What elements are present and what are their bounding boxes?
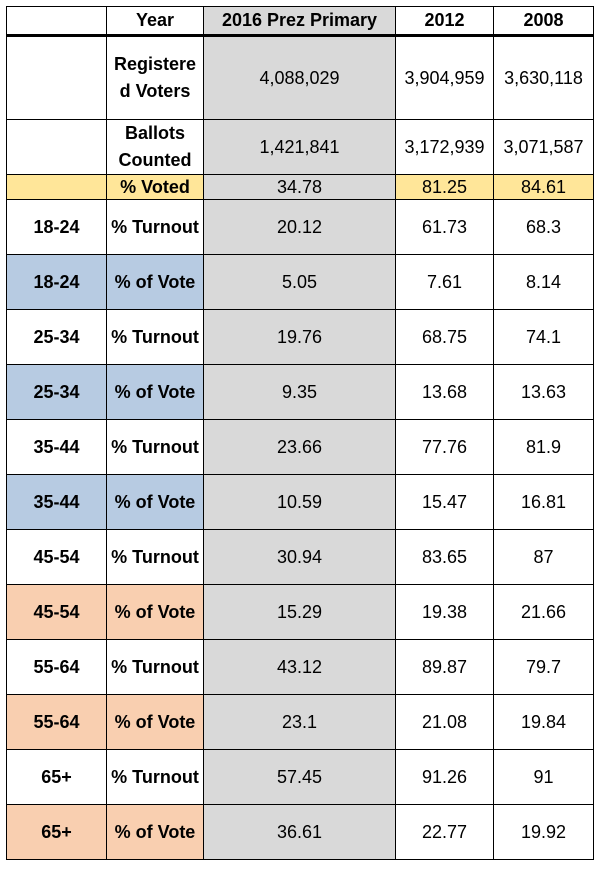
group-cell: 65+: [6, 804, 107, 860]
table-row-65-plus-vote: 65+ % of Vote 36.61 22.77 19.92: [6, 804, 594, 860]
group-cell: 18-24: [6, 254, 107, 310]
value-cell-2016: 20.12: [203, 199, 396, 255]
value-cell-2008: 19.84: [493, 694, 594, 750]
header-cell-year: Year: [106, 6, 204, 36]
value-cell-2008: 84.61: [493, 174, 594, 200]
table-row-percent-voted: % Voted 34.78 81.25 84.61: [6, 174, 594, 200]
value-cell-2008: 8.14: [493, 254, 594, 310]
value-cell-2008: 19.92: [493, 804, 594, 860]
group-cell: 55-64: [6, 694, 107, 750]
group-cell: 45-54: [6, 584, 107, 640]
value-cell-2012: 15.47: [395, 474, 494, 530]
table-row-45-54-turnout: 45-54 % Turnout 30.94 83.65 87: [6, 529, 594, 585]
value-cell-2012: 81.25: [395, 174, 494, 200]
group-cell: 35-44: [6, 474, 107, 530]
metric-cell: % of Vote: [106, 364, 204, 420]
metric-cell: % Turnout: [106, 749, 204, 805]
value-cell-2016: 4,088,029: [203, 34, 396, 120]
group-cell: 55-64: [6, 639, 107, 695]
value-cell-2016: 30.94: [203, 529, 396, 585]
value-cell-2016: 57.45: [203, 749, 396, 805]
group-cell: [6, 174, 107, 200]
value-cell-2016: 10.59: [203, 474, 396, 530]
value-cell-2012: 13.68: [395, 364, 494, 420]
value-cell-2016: 36.61: [203, 804, 396, 860]
value-cell-2012: 83.65: [395, 529, 494, 585]
header-cell-2008: 2008: [493, 6, 594, 36]
value-cell-2016: 34.78: [203, 174, 396, 200]
value-cell-2012: 22.77: [395, 804, 494, 860]
metric-cell: % of Vote: [106, 474, 204, 530]
group-cell: 45-54: [6, 529, 107, 585]
group-cell: 18-24: [6, 199, 107, 255]
header-cell-2012: 2012: [395, 6, 494, 36]
table-row-35-44-vote: 35-44 % of Vote 10.59 15.47 16.81: [6, 474, 594, 530]
table-row-registered-voters: Registere d Voters 4,088,029 3,904,959 3,…: [6, 34, 594, 120]
metric-cell: % of Vote: [106, 804, 204, 860]
value-cell-2008: 21.66: [493, 584, 594, 640]
value-cell-2012: 68.75: [395, 309, 494, 365]
value-cell-2016: 43.12: [203, 639, 396, 695]
table-row-18-24-turnout: 18-24 % Turnout 20.12 61.73 68.3: [6, 199, 594, 255]
metric-cell: % Turnout: [106, 309, 204, 365]
table-row-45-54-vote: 45-54 % of Vote 15.29 19.38 21.66: [6, 584, 594, 640]
value-cell-2008: 91: [493, 749, 594, 805]
table-row-65-plus-turnout: 65+ % Turnout 57.45 91.26 91: [6, 749, 594, 805]
value-cell-2012: 7.61: [395, 254, 494, 310]
value-cell-2012: 3,172,939: [395, 119, 494, 175]
header-row: Year 2016 Prez Primary 2012 2008: [6, 6, 594, 36]
value-cell-2012: 19.38: [395, 584, 494, 640]
value-cell-2012: 77.76: [395, 419, 494, 475]
group-cell: [6, 119, 107, 175]
turnout-table-wrapper: Year 2016 Prez Primary 2012 2008 Registe…: [6, 6, 594, 860]
value-cell-2016: 15.29: [203, 584, 396, 640]
metric-cell: % Turnout: [106, 199, 204, 255]
value-cell-2016: 23.66: [203, 419, 396, 475]
header-cell-group: [6, 6, 107, 36]
value-cell-2016: 23.1: [203, 694, 396, 750]
value-cell-2008: 74.1: [493, 309, 594, 365]
table-row-ballots-counted: Ballots Counted 1,421,841 3,172,939 3,071…: [6, 119, 594, 175]
group-cell: 65+: [6, 749, 107, 805]
metric-cell: % of Vote: [106, 694, 204, 750]
value-cell-2016: 19.76: [203, 309, 396, 365]
value-cell-2008: 16.81: [493, 474, 594, 530]
value-cell-2008: 79.7: [493, 639, 594, 695]
value-cell-2008: 81.9: [493, 419, 594, 475]
value-cell-2012: 91.26: [395, 749, 494, 805]
value-cell-2008: 87: [493, 529, 594, 585]
value-cell-2008: 13.63: [493, 364, 594, 420]
value-cell-2008: 68.3: [493, 199, 594, 255]
value-cell-2012: 89.87: [395, 639, 494, 695]
group-cell: 35-44: [6, 419, 107, 475]
table-row-35-44-turnout: 35-44 % Turnout 23.66 77.76 81.9: [6, 419, 594, 475]
metric-cell: % Turnout: [106, 529, 204, 585]
group-cell: 25-34: [6, 364, 107, 420]
metric-cell: % of Vote: [106, 254, 204, 310]
metric-cell: % of Vote: [106, 584, 204, 640]
table-row-55-64-turnout: 55-64 % Turnout 43.12 89.87 79.7: [6, 639, 594, 695]
table-row-25-34-vote: 25-34 % of Vote 9.35 13.68 13.63: [6, 364, 594, 420]
metric-cell: % Turnout: [106, 419, 204, 475]
metric-cell: Registere d Voters: [106, 34, 204, 120]
metric-cell: % Voted: [106, 174, 204, 200]
turnout-table: Year 2016 Prez Primary 2012 2008 Registe…: [6, 6, 594, 860]
value-cell-2012: 61.73: [395, 199, 494, 255]
metric-cell: Ballots Counted: [106, 119, 204, 175]
table-row-25-34-turnout: 25-34 % Turnout 19.76 68.75 74.1: [6, 309, 594, 365]
metric-cell: % Turnout: [106, 639, 204, 695]
value-cell-2016: 9.35: [203, 364, 396, 420]
table-row-18-24-vote: 18-24 % of Vote 5.05 7.61 8.14: [6, 254, 594, 310]
table-row-55-64-vote: 55-64 % of Vote 23.1 21.08 19.84: [6, 694, 594, 750]
value-cell-2016: 1,421,841: [203, 119, 396, 175]
group-cell: [6, 34, 107, 120]
header-cell-2016: 2016 Prez Primary: [203, 6, 396, 36]
value-cell-2012: 3,904,959: [395, 34, 494, 120]
value-cell-2012: 21.08: [395, 694, 494, 750]
value-cell-2008: 3,071,587: [493, 119, 594, 175]
value-cell-2016: 5.05: [203, 254, 396, 310]
value-cell-2008: 3,630,118: [493, 34, 594, 120]
group-cell: 25-34: [6, 309, 107, 365]
